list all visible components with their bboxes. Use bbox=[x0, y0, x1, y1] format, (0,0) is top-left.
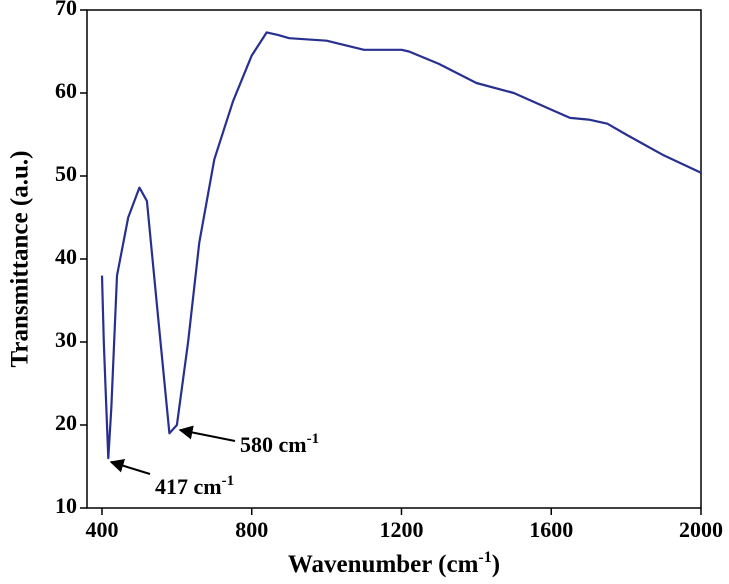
annotation-text: 580 cm bbox=[240, 432, 307, 457]
y-axis-label: Transmittance (a.u.) bbox=[7, 151, 34, 368]
x-axis-label-text: Wavenumber (cm bbox=[288, 551, 479, 578]
x-tick-label: 1600 bbox=[529, 517, 573, 542]
y-tick-label: 30 bbox=[55, 327, 77, 352]
y-tick-label: 20 bbox=[55, 410, 77, 435]
annotation: 580 cm-1 bbox=[240, 431, 319, 457]
data-line bbox=[100, 31, 702, 460]
y-tick-label: 50 bbox=[55, 161, 77, 186]
annotation-arrow bbox=[178, 425, 236, 442]
plot-frame bbox=[86, 9, 702, 509]
y-tick-label: 40 bbox=[55, 244, 77, 269]
annotation-sup: -1 bbox=[307, 431, 320, 447]
x-tick-label: 1200 bbox=[379, 517, 423, 542]
y-tick-label: 70 bbox=[55, 0, 77, 20]
x-axis-label-sup: -1 bbox=[478, 549, 491, 566]
y-tick-label: 60 bbox=[55, 78, 77, 103]
x-tick-label: 2000 bbox=[679, 517, 723, 542]
annotation: 417 cm-1 bbox=[155, 473, 234, 499]
x-tick-label: 800 bbox=[235, 517, 268, 542]
annotation-text: 417 cm bbox=[155, 474, 222, 499]
annotation-arrow bbox=[109, 459, 151, 475]
x-tick-label: 400 bbox=[85, 517, 118, 542]
x-axis-label: Wavenumber (cm-1) bbox=[288, 549, 500, 578]
x-axis-label-suffix: ) bbox=[492, 551, 500, 578]
annotation-sup: -1 bbox=[222, 473, 235, 489]
y-tick-label: 10 bbox=[55, 493, 77, 518]
